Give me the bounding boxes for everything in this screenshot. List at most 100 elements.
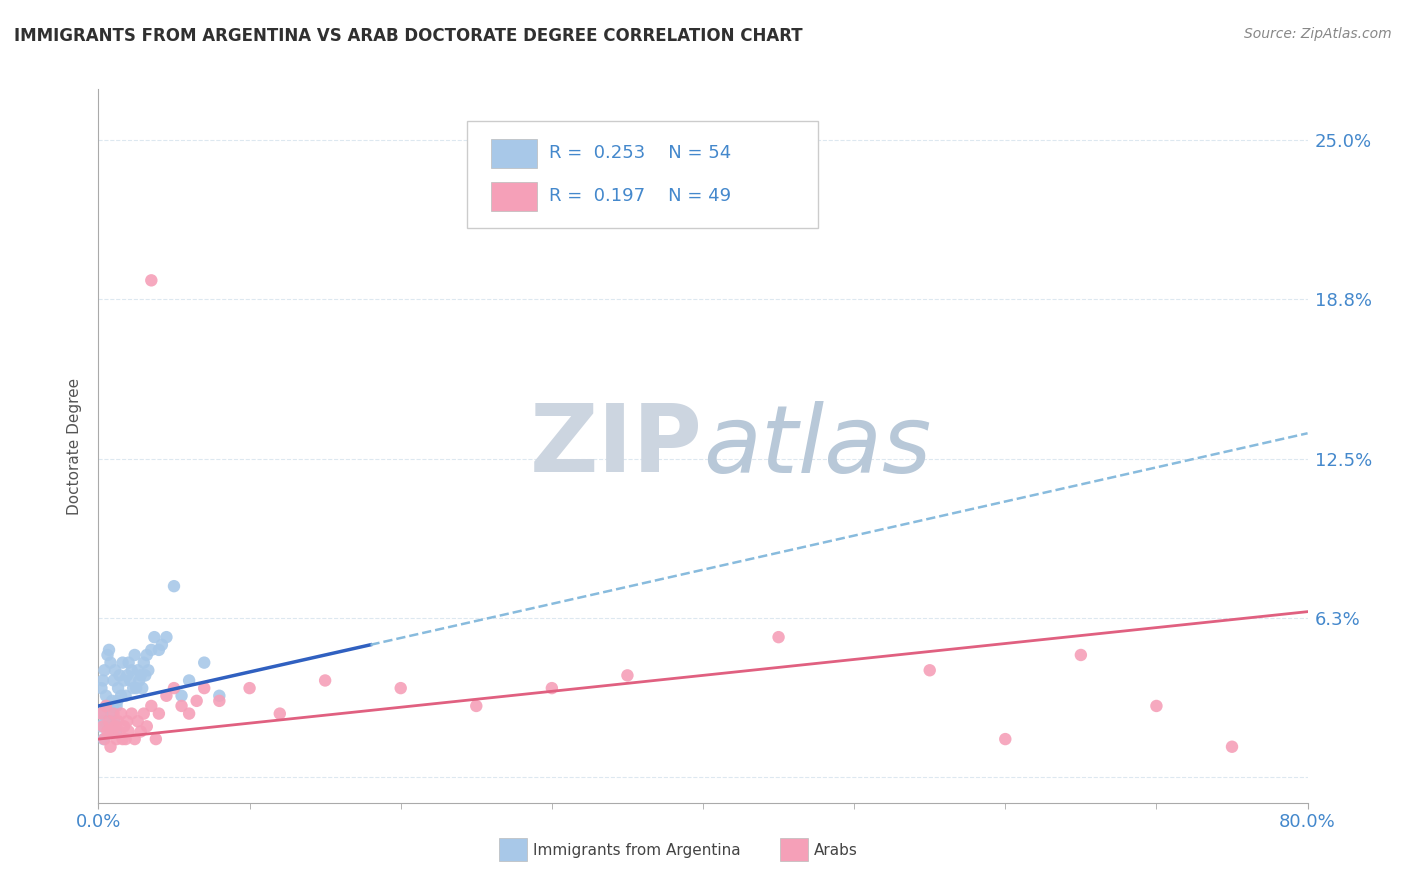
Point	[155, 689, 177, 703]
Point	[129, 724, 152, 739]
Point	[94, 689, 117, 703]
Point	[100, 739, 122, 754]
Text: Immigrants from Argentina: Immigrants from Argentina	[533, 843, 741, 857]
Point	[107, 681, 129, 695]
Point	[101, 724, 124, 739]
Point	[1146, 698, 1168, 713]
Point	[150, 638, 173, 652]
Text: IMMIGRANTS FROM ARGENTINA VS ARAB DOCTORATE DEGREE CORRELATION CHART: IMMIGRANTS FROM ARGENTINA VS ARAB DOCTOR…	[14, 27, 803, 45]
Point	[104, 724, 127, 739]
Point	[170, 698, 193, 713]
Point	[1070, 648, 1092, 662]
Point	[112, 673, 135, 688]
Point	[93, 663, 115, 677]
Point	[127, 714, 149, 729]
Point	[98, 724, 121, 739]
Text: ZIP: ZIP	[530, 400, 703, 492]
Point	[541, 681, 564, 695]
Point	[93, 732, 115, 747]
Point	[114, 732, 136, 747]
Point	[389, 681, 412, 695]
Point	[94, 714, 117, 729]
Point	[107, 714, 129, 729]
Point	[103, 714, 125, 729]
Text: atlas: atlas	[703, 401, 931, 491]
Point	[163, 681, 186, 695]
Point	[115, 714, 138, 729]
Point	[134, 668, 156, 682]
Point	[100, 656, 122, 670]
Point	[193, 681, 215, 695]
Point	[118, 724, 141, 739]
Point	[112, 719, 135, 733]
Point	[148, 643, 170, 657]
Point	[128, 673, 150, 688]
Point	[93, 732, 115, 747]
Point	[114, 689, 136, 703]
Point	[105, 698, 128, 713]
Point	[269, 706, 291, 721]
Point	[239, 681, 262, 695]
Point	[110, 689, 132, 703]
FancyBboxPatch shape	[467, 121, 818, 228]
Point	[110, 706, 132, 721]
Point	[193, 656, 215, 670]
Point	[179, 706, 201, 721]
Point	[208, 694, 231, 708]
Text: Source: ZipAtlas.com: Source: ZipAtlas.com	[1244, 27, 1392, 41]
Point	[124, 648, 146, 662]
FancyBboxPatch shape	[492, 139, 537, 168]
Point	[179, 673, 201, 688]
Point	[143, 630, 166, 644]
Point	[170, 689, 193, 703]
FancyBboxPatch shape	[492, 182, 537, 211]
Point	[91, 706, 114, 721]
Point	[90, 719, 112, 733]
Point	[96, 698, 118, 713]
Point	[163, 579, 186, 593]
Point	[105, 694, 128, 708]
Point	[994, 732, 1017, 747]
Point	[91, 719, 114, 733]
Point	[125, 681, 148, 695]
Text: Arabs: Arabs	[814, 843, 858, 857]
Point	[111, 656, 134, 670]
Point	[100, 706, 122, 721]
Point	[96, 648, 118, 662]
Point	[98, 714, 121, 729]
Point	[111, 732, 134, 747]
Point	[132, 656, 155, 670]
Point	[104, 663, 127, 677]
Point	[103, 706, 125, 721]
Point	[768, 630, 790, 644]
Point	[141, 273, 163, 287]
Point	[118, 656, 141, 670]
Point	[208, 689, 231, 703]
Point	[97, 719, 120, 733]
Point	[129, 668, 152, 682]
Point	[103, 673, 125, 688]
Point	[105, 732, 128, 747]
Point	[90, 681, 112, 695]
Text: R =  0.197    N = 49: R = 0.197 N = 49	[550, 187, 731, 205]
Point	[104, 719, 127, 733]
Point	[465, 698, 488, 713]
Point	[135, 719, 157, 733]
Point	[141, 643, 163, 657]
Point	[96, 724, 118, 739]
Point	[94, 698, 117, 713]
Point	[127, 663, 149, 677]
Point	[101, 694, 124, 708]
Point	[121, 706, 143, 721]
Point	[91, 673, 114, 688]
Point	[122, 681, 145, 695]
Point	[108, 724, 131, 739]
Point	[124, 732, 146, 747]
Point	[1220, 739, 1243, 754]
Point	[98, 643, 121, 657]
Point	[155, 630, 177, 644]
Point	[132, 706, 155, 721]
Point	[108, 668, 131, 682]
Point	[101, 698, 124, 713]
Point	[120, 673, 142, 688]
